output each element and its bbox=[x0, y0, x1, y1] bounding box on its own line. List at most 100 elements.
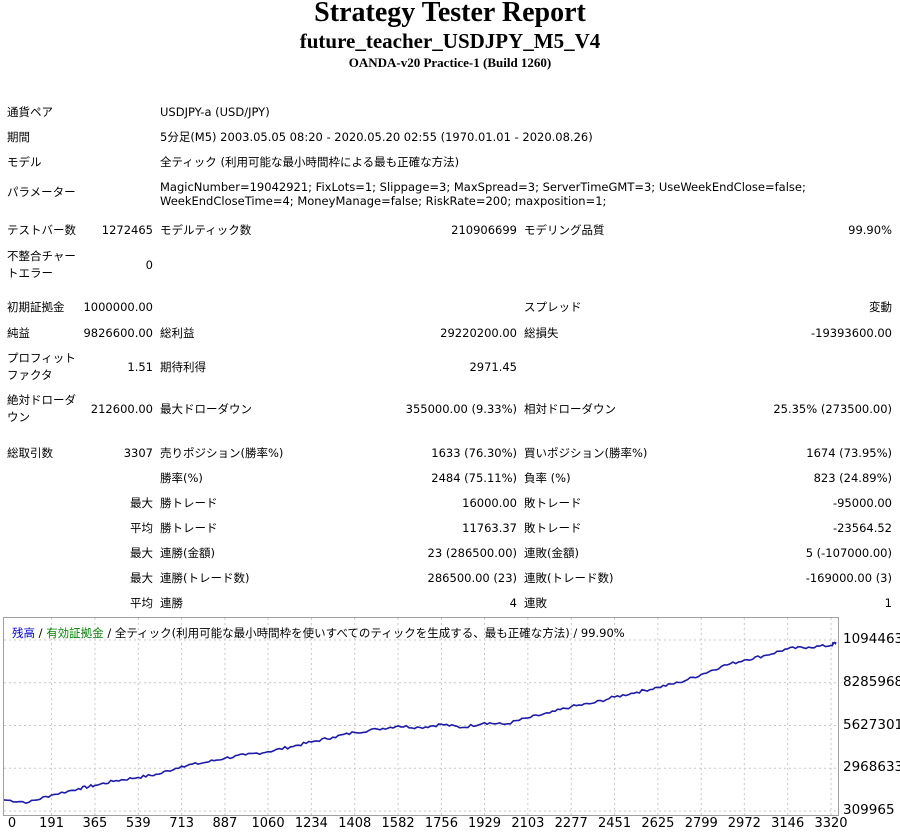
x-tick-label: 2972 bbox=[727, 816, 761, 831]
max-consec-losses-amount-label: 連敗(金額) bbox=[524, 546, 579, 560]
net-profit-value: 9826600.00 bbox=[83, 326, 153, 340]
x-tick-label: 539 bbox=[125, 816, 151, 831]
quality-value: 99.90% bbox=[848, 223, 892, 237]
avg-consec-wins-value: 4 bbox=[509, 596, 517, 610]
bars-value: 1272465 bbox=[101, 223, 153, 237]
mismatch-value: 0 bbox=[145, 258, 153, 272]
bars-label: テストバー数 bbox=[7, 223, 76, 237]
spread-label: スプレッド bbox=[524, 300, 582, 314]
x-tick-label: 2277 bbox=[554, 816, 588, 831]
max-label: 最大 bbox=[130, 546, 153, 560]
period-value: 5分足(M5) 2003.05.05 08:20 - 2020.05.20 02… bbox=[160, 130, 593, 144]
x-tick-label: 887 bbox=[212, 816, 238, 831]
x-tick-label: 191 bbox=[39, 816, 64, 831]
max-consec-losses-amount-value: 5 (-107000.00) bbox=[805, 546, 892, 560]
abs-drawdown-label: 絶対ドローダウン bbox=[7, 393, 76, 424]
ticks-label: モデルティック数 bbox=[160, 223, 252, 237]
max-win-label: 勝トレード bbox=[160, 496, 218, 510]
chart-legend: 残高 / 有効証拠金 / 全ティック(利用可能な最小時間枠を使いすべてのティック… bbox=[12, 625, 625, 641]
abs-drawdown-value: 212600.00 bbox=[90, 402, 153, 416]
avg-consec-wins-label: 連勝 bbox=[160, 596, 183, 610]
rel-drawdown-value: 25.35% (273500.00) bbox=[773, 402, 892, 416]
max-loss-value: -95000.00 bbox=[832, 496, 892, 510]
max-win-value: 16000.00 bbox=[462, 496, 517, 510]
x-tick-label: 713 bbox=[169, 816, 195, 831]
x-tick-label: 3146 bbox=[771, 816, 805, 831]
avg-consec-losses-label: 連敗 bbox=[524, 596, 547, 610]
ticks-value: 210906699 bbox=[451, 223, 517, 237]
avg-loss-value: -23564.52 bbox=[832, 521, 892, 535]
max-label: 最大 bbox=[130, 571, 153, 585]
y-tick-label: 8285968 bbox=[843, 673, 900, 690]
x-tick-label: 2625 bbox=[641, 816, 675, 831]
long-positions-value: 1674 (73.95%) bbox=[806, 446, 892, 460]
legend-balance: 残高 bbox=[12, 626, 35, 640]
loss-rate-label: 負率 (%) bbox=[524, 471, 571, 485]
rel-drawdown-label: 相対ドローダウン bbox=[524, 402, 616, 416]
server-info: OANDA-v20 Practice-1 (Build 1260) bbox=[348, 55, 552, 70]
legend-model: / 全ティック(利用可能な最小時間枠を使いすべてのティックを生成する、最も正確な… bbox=[103, 626, 625, 640]
legend-equity: 有効証拠金 bbox=[46, 626, 104, 640]
y-tick-label: 10944637 bbox=[843, 631, 900, 647]
avg-win-label: 勝トレード bbox=[160, 521, 218, 535]
profit-factor-label: プロフィットファクタ bbox=[7, 351, 76, 382]
mismatch-label: 不整合チャートエラー bbox=[7, 249, 76, 280]
x-tick-label: 1582 bbox=[381, 816, 415, 831]
expected-payoff-value: 2971.45 bbox=[469, 360, 517, 374]
max-consec-wins-amount-value: 23 (286500.00) bbox=[427, 546, 517, 560]
chart-svg bbox=[4, 618, 838, 815]
y-tick-label: 309965 bbox=[843, 802, 895, 818]
x-tick-label: 3320 bbox=[814, 816, 848, 831]
total-trades-value: 3307 bbox=[123, 446, 153, 460]
gross-loss-label: 総損失 bbox=[524, 326, 559, 340]
x-tick-label: 1060 bbox=[251, 816, 285, 831]
avg-label: 平均 bbox=[130, 521, 153, 535]
deposit-value: 1000000.00 bbox=[83, 300, 153, 314]
expert-name: future_teacher_USDJPY_M5_V4 bbox=[299, 29, 601, 53]
x-tick-label: 2103 bbox=[511, 816, 545, 831]
model-label: モデル bbox=[7, 155, 42, 169]
avg-consec-losses-value: 1 bbox=[884, 596, 892, 610]
y-tick-label: 2968633 bbox=[843, 759, 900, 776]
x-tick-label: 2451 bbox=[598, 816, 632, 831]
short-positions-value: 1633 (76.30%) bbox=[431, 446, 517, 460]
max-label: 最大 bbox=[130, 496, 153, 510]
pair-value: USDJPY-a (USD/JPY) bbox=[160, 105, 270, 119]
spread-value: 変動 bbox=[869, 300, 892, 314]
x-tick-label: 365 bbox=[82, 816, 108, 831]
max-consec-wins-trades-label: 連勝(トレード数) bbox=[160, 571, 250, 585]
avg-win-value: 11763.37 bbox=[462, 521, 517, 535]
long-positions-label: 買いポジション(勝率%) bbox=[524, 446, 648, 460]
loss-rate-value: 823 (24.89%) bbox=[813, 471, 892, 485]
model-value: 全ティック (利用可能な最小時間枠による最も正確な方法) bbox=[160, 155, 460, 169]
max-consec-losses-trades-value: -169000.00 (3) bbox=[805, 571, 892, 585]
x-tick-label: 0 bbox=[7, 816, 17, 831]
max-consec-wins-trades-value: 286500.00 (23) bbox=[427, 571, 517, 585]
balance-series-line bbox=[4, 641, 837, 805]
avg-label: 平均 bbox=[130, 596, 153, 610]
expected-payoff-label: 期待利得 bbox=[160, 360, 206, 374]
total-trades-label: 総取引数 bbox=[7, 446, 53, 460]
net-profit-label: 純益 bbox=[7, 326, 30, 340]
params-value: MagicNumber=19042921; FixLots=1; Slippag… bbox=[160, 180, 806, 208]
profit-factor-value: 1.51 bbox=[127, 360, 153, 374]
balance-chart: 残高 / 有効証拠金 / 全ティック(利用可能な最小時間枠を使いすべてのティック… bbox=[3, 617, 839, 816]
max-drawdown-label: 最大ドローダウン bbox=[160, 402, 252, 416]
period-label: 期間 bbox=[7, 130, 30, 144]
pair-label: 通貨ペア bbox=[7, 105, 53, 119]
max-loss-label: 敗トレード bbox=[524, 496, 582, 510]
max-consec-wins-amount-label: 連勝(金額) bbox=[160, 546, 215, 560]
win-rate-label: 勝率(%) bbox=[160, 471, 203, 485]
short-positions-label: 売りポジション(勝率%) bbox=[160, 446, 284, 460]
gross-profit-label: 総利益 bbox=[160, 326, 195, 340]
y-tick-label: 5627301 bbox=[843, 716, 900, 733]
gross-loss-value: -19393600.00 bbox=[811, 326, 892, 340]
x-tick-label: 2799 bbox=[684, 816, 718, 831]
gross-profit-value: 29220200.00 bbox=[440, 326, 517, 340]
win-rate-value: 2484 (75.11%) bbox=[431, 471, 517, 485]
x-tick-label: 1408 bbox=[338, 816, 372, 831]
x-tick-label: 1929 bbox=[467, 816, 502, 831]
max-drawdown-value: 355000.00 (9.33%) bbox=[405, 402, 517, 416]
report-title: Strategy Tester Report bbox=[314, 0, 586, 28]
params-label: パラメーター bbox=[7, 185, 76, 199]
